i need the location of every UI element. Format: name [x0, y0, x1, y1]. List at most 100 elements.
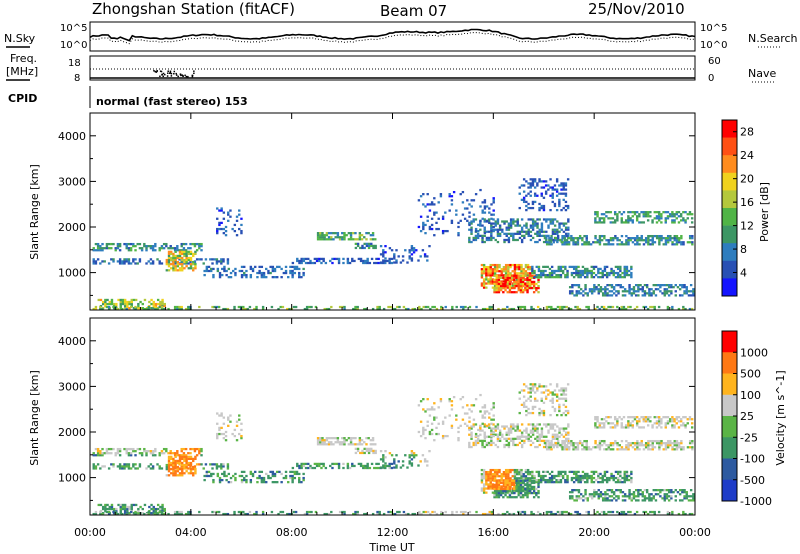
velocity-cell — [583, 476, 587, 480]
power-cell — [600, 234, 604, 238]
velocity-cell — [457, 430, 460, 434]
velocity-cell — [561, 476, 565, 480]
power-cell — [488, 207, 491, 210]
power-cell — [295, 265, 299, 269]
velocity-cell — [547, 429, 550, 432]
power-cell — [629, 305, 632, 309]
velocity-cell — [172, 470, 175, 473]
velocity-cell — [594, 446, 597, 449]
velocity-cell — [521, 483, 525, 487]
velocity-cell — [490, 418, 493, 421]
velocity-cell — [204, 463, 208, 466]
power-cell — [529, 194, 532, 197]
velocity-cell — [564, 433, 568, 436]
power-cell — [121, 307, 124, 311]
power-cell — [161, 302, 164, 306]
power-cell — [174, 258, 177, 262]
velocity-cell — [633, 444, 637, 447]
power-cell — [178, 258, 181, 261]
velocity-cell — [222, 465, 225, 468]
power-cell — [532, 286, 536, 290]
velocity-cell — [410, 464, 414, 467]
power-cell — [586, 276, 589, 279]
velocity-cell — [502, 475, 506, 478]
power-cell — [640, 221, 643, 224]
power-cell — [428, 227, 432, 231]
power-cell — [207, 265, 211, 269]
power-cell — [519, 305, 522, 309]
velocity-cell — [191, 447, 194, 451]
velocity-cell — [167, 468, 171, 471]
velocity-cell — [487, 423, 491, 426]
velocity-cell — [184, 454, 188, 457]
power-cell — [495, 278, 498, 282]
power-cell — [616, 305, 619, 309]
velocity-cell — [686, 446, 690, 449]
power-cell — [551, 186, 554, 189]
power-cell — [284, 271, 288, 275]
power-cell — [472, 213, 476, 216]
power-cell — [267, 269, 270, 273]
velocity-cell — [536, 387, 539, 390]
power-cell — [388, 247, 392, 250]
power-cell — [359, 257, 363, 261]
velocity-cell — [531, 474, 534, 478]
power-cell — [160, 247, 164, 250]
velocity-cell — [229, 476, 233, 480]
velocity-cell — [586, 472, 589, 476]
velocity-cell — [675, 442, 679, 445]
power-cell — [174, 254, 177, 258]
velocity-cell — [200, 463, 203, 466]
velocity-cell — [408, 460, 411, 463]
power-cell — [596, 221, 599, 224]
power-cell — [110, 258, 113, 261]
power-cell — [172, 267, 175, 270]
velocity-cell — [525, 399, 528, 402]
power-cell — [174, 260, 177, 264]
velocity-cell — [537, 472, 541, 476]
power-cell — [180, 307, 183, 311]
power-cell — [308, 305, 311, 309]
power-cell — [181, 256, 184, 260]
velocity-cell — [174, 470, 177, 473]
velocity-cell — [508, 487, 512, 491]
power-cell — [172, 258, 175, 262]
power-cell — [670, 284, 673, 287]
velocity-cell — [559, 481, 563, 484]
power-cell — [547, 188, 550, 191]
power-cell — [627, 215, 630, 218]
power-cell — [575, 267, 578, 271]
power-cell — [548, 243, 551, 246]
power-cell — [422, 225, 425, 229]
velocity-cell — [437, 432, 440, 436]
power-cell — [505, 228, 508, 231]
power-cell — [625, 234, 628, 238]
velocity-cell — [584, 489, 587, 492]
power-cell — [670, 292, 673, 295]
velocity-cell — [296, 464, 299, 468]
power-cell — [126, 300, 129, 304]
power-cell — [643, 284, 647, 287]
power-cell — [319, 238, 322, 241]
velocity-cell — [651, 426, 654, 429]
power-cell — [496, 234, 500, 238]
power-cell — [524, 289, 527, 292]
velocity-cell — [189, 457, 193, 461]
velocity-cell — [547, 389, 550, 392]
velocity-cell — [382, 458, 385, 461]
velocity-cell — [532, 487, 536, 491]
velocity-cell — [483, 423, 486, 426]
velocity-cell — [496, 433, 500, 436]
power-cell — [114, 307, 117, 311]
velocity-cell — [550, 481, 554, 484]
power-cell — [367, 244, 371, 248]
freq-dot — [175, 74, 178, 76]
power-cell — [343, 238, 346, 241]
power-cell — [499, 282, 503, 286]
velocity-cell — [584, 493, 587, 496]
velocity-cell — [388, 452, 392, 455]
velocity-cell — [555, 393, 559, 396]
velocity-cell — [603, 470, 607, 474]
velocity-cell — [238, 418, 241, 421]
power-cell — [602, 221, 606, 224]
